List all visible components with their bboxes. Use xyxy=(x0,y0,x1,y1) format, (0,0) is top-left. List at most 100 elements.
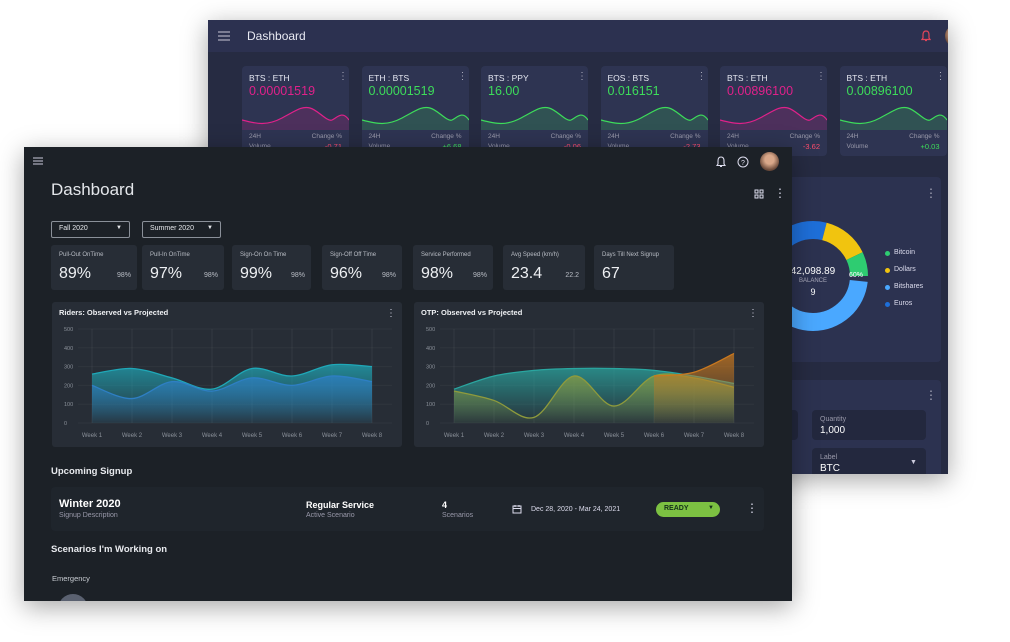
kpi-value: 67 xyxy=(602,265,620,282)
kebab: ⋮ xyxy=(935,71,946,82)
kebab[interactable]: ⋮ xyxy=(925,186,937,200)
sparkline-line xyxy=(242,106,349,125)
kpi-target: 98% xyxy=(290,272,305,279)
x-tick-label: Week 7 xyxy=(684,433,705,439)
y-tick-label: 200 xyxy=(64,383,73,389)
ticker-change-label: Change % xyxy=(431,133,462,140)
ticker-period: 24H xyxy=(368,133,381,140)
kebab: ⋮ xyxy=(457,71,468,82)
kpi-target: 98% xyxy=(381,272,396,279)
kebab: ⋮ xyxy=(577,71,587,82)
ticker-pair: ETH : BTS xyxy=(368,73,410,83)
sparkline xyxy=(720,106,827,130)
help-icon[interactable]: ? xyxy=(737,156,749,168)
sparkline xyxy=(600,106,708,130)
filter-label: Summer 2020 xyxy=(150,225,194,232)
scenario-count: 4 xyxy=(442,500,448,510)
service-caption: Active Scenario xyxy=(306,512,355,519)
kebab[interactable]: ⋮ xyxy=(925,388,937,402)
ticker-change: +6.68 xyxy=(422,142,462,151)
signup-dates: Dec 28, 2020 - Mar 24, 2021 xyxy=(531,506,621,513)
sparkline-line xyxy=(481,106,588,125)
label-field[interactable] xyxy=(812,448,926,474)
status-caret[interactable]: ▼ xyxy=(708,505,714,511)
filter-caret: ▼ xyxy=(116,225,122,231)
quantity-field[interactable] xyxy=(812,410,926,440)
status-button[interactable] xyxy=(656,502,720,517)
kebab[interactable]: ⋮ xyxy=(774,186,786,200)
y-tick-label: 400 xyxy=(64,346,73,352)
dropdown-caret[interactable]: ▼ xyxy=(910,459,917,466)
filter-dropdown[interactable] xyxy=(142,221,221,238)
front-window: ? Dashboard ⋮ Riders: Observed vs Projec… xyxy=(24,147,792,601)
y-tick-label: 300 xyxy=(426,365,435,371)
donut-share: 60% xyxy=(849,272,864,279)
y-tick-label: 100 xyxy=(426,402,435,408)
kpi-card xyxy=(594,245,674,290)
ticker-volume: Volume xyxy=(727,143,749,150)
legend-dot xyxy=(885,302,890,307)
menu-icon[interactable] xyxy=(218,31,230,41)
x-tick-label: Week 3 xyxy=(524,433,545,439)
balance-caption: BALANCE xyxy=(798,278,827,284)
bell-icon[interactable] xyxy=(716,156,726,168)
group-label: Emergency xyxy=(52,574,90,583)
sparkline-area xyxy=(361,107,469,130)
ticker-period: 24H xyxy=(727,133,739,140)
legend-label: Bitcoin xyxy=(894,249,916,256)
bell-icon[interactable] xyxy=(921,30,931,42)
kpi-value: 97% xyxy=(150,265,183,282)
x-tick-label: Week 4 xyxy=(202,433,223,439)
scenario-caption: Scenarios xyxy=(442,512,474,519)
ticker-price: 16.00 xyxy=(488,84,520,98)
y-tick-label: 400 xyxy=(426,346,435,352)
ticker-change: +0.03 xyxy=(920,142,940,151)
x-tick-label: Week 8 xyxy=(362,433,383,439)
kebab[interactable]: ⋮ xyxy=(746,501,758,515)
ticker-pair: BTS : ETH xyxy=(846,73,888,83)
label-value: BTC xyxy=(820,463,840,474)
kpi-card xyxy=(142,245,224,290)
x-tick-label: Week 2 xyxy=(484,433,505,439)
kpi-label: Pull-In OnTime xyxy=(150,252,190,258)
legend-dot xyxy=(885,268,890,273)
sparkline xyxy=(242,106,349,130)
ticker-pair: BTS : ETH xyxy=(727,73,768,83)
x-tick-label: Week 5 xyxy=(604,433,625,439)
kpi-card xyxy=(322,245,402,290)
sparkline xyxy=(481,106,588,130)
kpi-target: 98% xyxy=(203,272,218,279)
x-tick-label: Week 3 xyxy=(162,433,183,439)
page-title: Dashboard xyxy=(51,180,135,199)
kebab: ⋮ xyxy=(386,308,396,319)
legend-label: Euros xyxy=(894,300,913,307)
ticker-price: 0.00001519 xyxy=(368,84,435,98)
x-tick-label: Week 1 xyxy=(444,433,465,439)
ticker-change-label: Change % xyxy=(311,133,342,140)
y-tick-label: 500 xyxy=(426,327,435,333)
ticker-period: 24H xyxy=(249,133,261,140)
legend-label: Dollars xyxy=(894,266,916,273)
kpi-card xyxy=(413,245,493,290)
svg-text:?: ? xyxy=(741,160,745,167)
y-tick-label: 500 xyxy=(64,327,73,333)
kpi-label: Avg Speed (km/h) xyxy=(511,252,559,258)
grid-icon[interactable] xyxy=(754,189,764,199)
x-tick-label: Week 2 xyxy=(122,433,143,439)
y-tick-label: 0 xyxy=(426,421,429,427)
sparkline-line xyxy=(839,106,947,125)
avatar[interactable] xyxy=(945,25,948,47)
ticker-change-label: Change % xyxy=(789,133,820,140)
x-tick-label: Week 6 xyxy=(644,433,665,439)
ticker-change-label: Change % xyxy=(909,133,940,140)
ticker-volume: Volume xyxy=(488,143,510,150)
chart-title: Riders: Observed vs Projected xyxy=(59,308,169,317)
menu-icon[interactable] xyxy=(33,157,43,165)
avatar[interactable] xyxy=(760,152,779,171)
ticker-change-label: Change % xyxy=(550,133,581,140)
filter-dropdown[interactable] xyxy=(51,221,130,238)
kebab: ⋮ xyxy=(748,308,758,319)
kpi-card xyxy=(503,245,585,290)
kpi-label: Pull-Out OnTime xyxy=(59,252,104,258)
series-line xyxy=(91,375,373,400)
